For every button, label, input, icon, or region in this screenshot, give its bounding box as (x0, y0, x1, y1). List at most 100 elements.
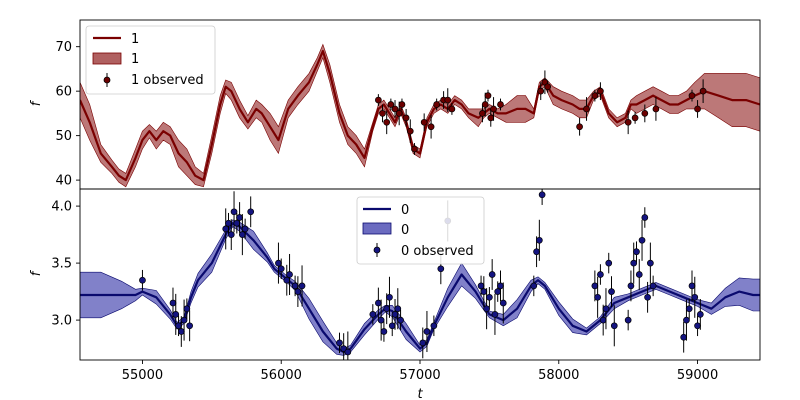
top-observed-point (444, 88, 452, 112)
bot-observed-point (419, 327, 427, 359)
bot-observed-point (488, 259, 496, 290)
bot-observed-point (483, 288, 490, 330)
bot-observed-point (227, 219, 235, 250)
bot-point-marker (277, 265, 285, 273)
bot-point-marker (696, 311, 704, 318)
top-point-marker (641, 110, 649, 117)
bot-y-tick-label: 4.0 (51, 200, 72, 215)
bot-point-marker (683, 316, 690, 324)
top-observed-point (406, 119, 414, 144)
bottom-legend-line-label: 0 (401, 203, 409, 218)
bot-observed-point (624, 309, 632, 331)
bot-observed-point (241, 218, 249, 240)
bot-observed-point (344, 331, 352, 360)
bottom-legend: 0 0 0 observed (356, 196, 485, 265)
bot-point-marker (685, 305, 693, 313)
bot-observed-point (394, 288, 402, 330)
bot-point-marker (283, 276, 291, 284)
bot-observed-point (377, 299, 385, 341)
bot-observed-point (336, 332, 343, 354)
top-point-marker (387, 101, 395, 108)
bot-point-marker (233, 219, 241, 227)
bot-point-marker (638, 236, 646, 244)
bot-point-marker (649, 282, 657, 290)
bot-observed-point (486, 287, 493, 308)
bot-point-marker (491, 311, 499, 318)
bot-observed-point (610, 305, 618, 347)
bot-point-marker (286, 271, 293, 278)
top-point-marker (484, 92, 492, 99)
top-point-marker (576, 123, 583, 131)
bot-observed-point (633, 241, 640, 262)
top-y-tick-label: 40 (55, 174, 72, 189)
bot-point-marker (183, 305, 191, 313)
top-legend-band-swatch (92, 52, 122, 65)
top-point-marker (395, 110, 403, 117)
bot-observed-point (497, 270, 504, 302)
bot-observed-point (538, 189, 546, 205)
bot-observed-point (380, 321, 388, 342)
bot-observed-point (369, 304, 377, 325)
top-observed-point (699, 79, 707, 103)
bot-observed-point (186, 310, 193, 342)
bot-point-marker (388, 322, 396, 330)
bot-model-path (80, 222, 760, 354)
top-observed-point (420, 113, 428, 132)
bot-point-marker (241, 225, 249, 233)
top-observed-point (487, 108, 495, 127)
bot-point-marker (591, 282, 599, 290)
bot-observed-point (535, 219, 543, 261)
top-point-marker (490, 105, 497, 113)
bottom-legend-point-swatch (373, 246, 381, 254)
bot-point-marker (186, 322, 193, 330)
bot-observed-point (530, 275, 538, 297)
bot-observed-point (635, 259, 643, 290)
top-observed-point (624, 110, 632, 135)
top-observed-point (597, 82, 604, 101)
bot-point-marker (635, 271, 643, 278)
top-point-marker (583, 105, 590, 113)
top-point-marker (688, 92, 696, 99)
bot-observed-point (685, 298, 693, 319)
top-observed-point (631, 111, 639, 124)
top-legend: 1 1 1 observed (85, 25, 216, 95)
bot-point-marker (172, 311, 180, 318)
top-y-tick-label: 60 (55, 85, 72, 100)
top-point-marker (624, 118, 632, 126)
bot-observed-point (647, 242, 654, 284)
bot-point-marker (494, 288, 502, 295)
bot-point-marker (430, 322, 438, 330)
bot-observed-point (247, 196, 255, 228)
bot-point-marker (423, 328, 431, 335)
top-observed-point (641, 104, 649, 123)
bot-point-marker (291, 282, 299, 290)
bot-point-marker (294, 288, 302, 295)
bot-point-marker (169, 299, 177, 307)
top-observed-point (379, 104, 386, 123)
bot-point-marker (597, 271, 604, 278)
bot-point-marker (419, 339, 427, 347)
bottom-y-axis-label: f (29, 269, 44, 276)
bot-observed-point (644, 281, 651, 313)
top-point-marker (444, 96, 452, 104)
bot-point-marker (599, 316, 607, 324)
bot-point-marker (298, 282, 306, 290)
bot-point-marker (688, 282, 696, 290)
bot-point-marker (602, 305, 610, 313)
bot-observed-point (491, 293, 499, 335)
bot-observed-point (480, 276, 488, 307)
top-observed-point (576, 117, 583, 136)
bot-observed-point (605, 252, 613, 274)
bot-point-marker (691, 293, 699, 301)
bot-observed-point (386, 276, 393, 318)
bot-point-marker (383, 305, 391, 313)
top-point-marker (420, 118, 428, 126)
bot-observed-point (696, 299, 704, 330)
bot-point-marker (139, 276, 146, 284)
bot-point-marker (227, 231, 235, 238)
bot-point-marker (397, 316, 404, 324)
bottom-legend-observed-label: 0 observed (401, 244, 474, 259)
bot-observed-point (172, 293, 180, 335)
top-uncertainty-band (80, 43, 760, 188)
top-point-marker (479, 110, 486, 117)
